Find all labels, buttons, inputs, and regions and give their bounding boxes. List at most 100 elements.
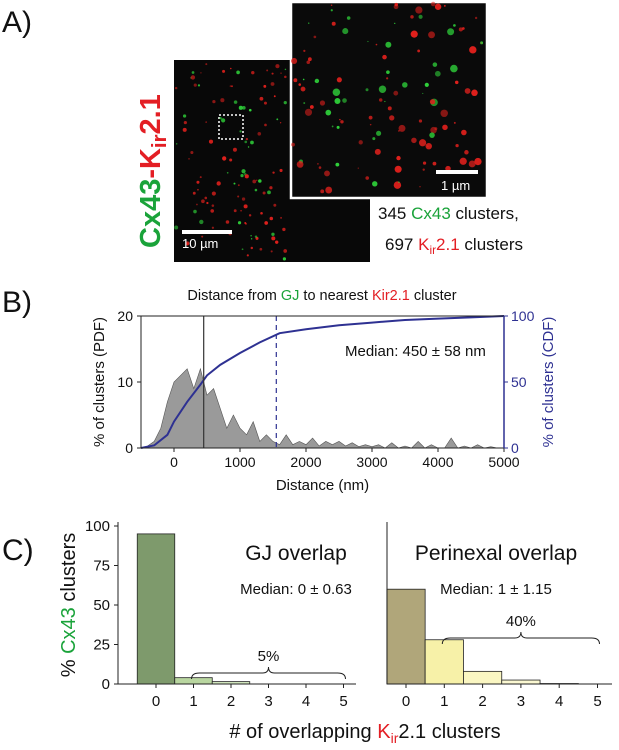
speckle [241, 197, 246, 201]
speckle [193, 83, 197, 87]
speckle [226, 171, 229, 174]
speckle [357, 167, 359, 169]
annotation: Median: 450 ± 58 nm [345, 343, 486, 360]
speckle [270, 82, 275, 86]
title-part: to nearest [299, 288, 372, 304]
x-tick-label: 5000 [488, 454, 519, 470]
speckle [422, 161, 427, 165]
speckle [221, 118, 226, 123]
speckle [387, 106, 392, 111]
speckle [358, 140, 363, 145]
scalebar-label: 10 µm [182, 236, 218, 251]
text-part: 697 [385, 235, 418, 254]
speckle [270, 250, 273, 253]
speckle [440, 109, 448, 118]
speckle [455, 143, 459, 148]
image-label: Cx43-Kir2.1 [135, 94, 171, 248]
speckle [262, 191, 266, 195]
speckle [296, 161, 304, 168]
speckle [190, 150, 194, 155]
speckle [443, 4, 446, 7]
x-tick-label: 4000 [422, 454, 453, 470]
speckle [379, 98, 383, 102]
speckle [471, 89, 478, 97]
speckle [244, 140, 248, 144]
speckle [211, 204, 215, 207]
speckle [293, 78, 298, 83]
label-part: Cx43 [135, 179, 167, 248]
speckle [251, 238, 253, 240]
speckle [453, 24, 456, 27]
speckle [335, 162, 340, 167]
speckle [394, 165, 402, 173]
speckle [393, 90, 399, 96]
speckle [282, 257, 287, 261]
speckle [193, 209, 197, 214]
speckle [250, 234, 252, 237]
speckle [454, 80, 459, 85]
speckle [422, 168, 425, 171]
speckle [415, 6, 423, 14]
speckle [307, 57, 312, 62]
title-part: Kir2.1 [372, 288, 410, 304]
speckle [251, 70, 255, 75]
speckle [240, 209, 242, 212]
label-part: clusters [58, 533, 80, 607]
speckle [385, 41, 392, 48]
speckle [378, 85, 387, 93]
label-part: ir [391, 730, 399, 746]
panel-label: C) [2, 534, 34, 567]
speckle [259, 96, 264, 101]
x-tick-label: 4 [302, 693, 310, 710]
speckle [430, 126, 437, 134]
speckle [250, 246, 254, 250]
label-part: % [58, 654, 80, 677]
x-tick-label: 0 [402, 693, 410, 710]
speckle [182, 127, 187, 132]
speckle [229, 85, 232, 87]
speckle [263, 101, 267, 105]
speckle [309, 105, 314, 109]
speckle [257, 131, 262, 136]
speckle [419, 185, 421, 188]
speckle [453, 121, 456, 124]
speckle [188, 158, 190, 160]
speckle [434, 3, 442, 10]
speckle [284, 75, 287, 79]
x-axis-label: Distance (nm) [276, 477, 369, 494]
speckle [442, 124, 448, 131]
speckle [325, 186, 333, 194]
speckle [324, 170, 330, 177]
speckle [372, 181, 378, 187]
y-tick-label: 0 [125, 440, 133, 456]
speckle [461, 129, 467, 136]
speckle [411, 137, 417, 144]
x-axis-label: # of overlapping Kir2.1 clusters [229, 721, 500, 746]
speckle [342, 28, 349, 35]
speckle [245, 137, 249, 141]
speckle [474, 157, 482, 166]
y2-tick-label: 100 [511, 308, 535, 324]
speckle [246, 254, 249, 257]
speckle [216, 181, 221, 186]
text-part: clusters, [451, 204, 519, 223]
speckle [241, 169, 246, 174]
speckle [264, 221, 268, 225]
roi-box [218, 114, 244, 140]
speckle [402, 82, 408, 88]
speckle [273, 203, 277, 207]
speckle [222, 69, 226, 73]
speckle [422, 92, 424, 95]
speckle [369, 123, 372, 126]
speckle [330, 9, 333, 12]
speckle [204, 196, 208, 200]
speckle [384, 100, 386, 103]
speckle [190, 75, 196, 80]
speckle [276, 118, 279, 121]
speckle [230, 67, 232, 70]
speckle [464, 88, 471, 94]
speckle [306, 60, 311, 65]
speckle [191, 71, 195, 74]
speckle [447, 28, 455, 36]
panel-label: B) [2, 286, 32, 319]
